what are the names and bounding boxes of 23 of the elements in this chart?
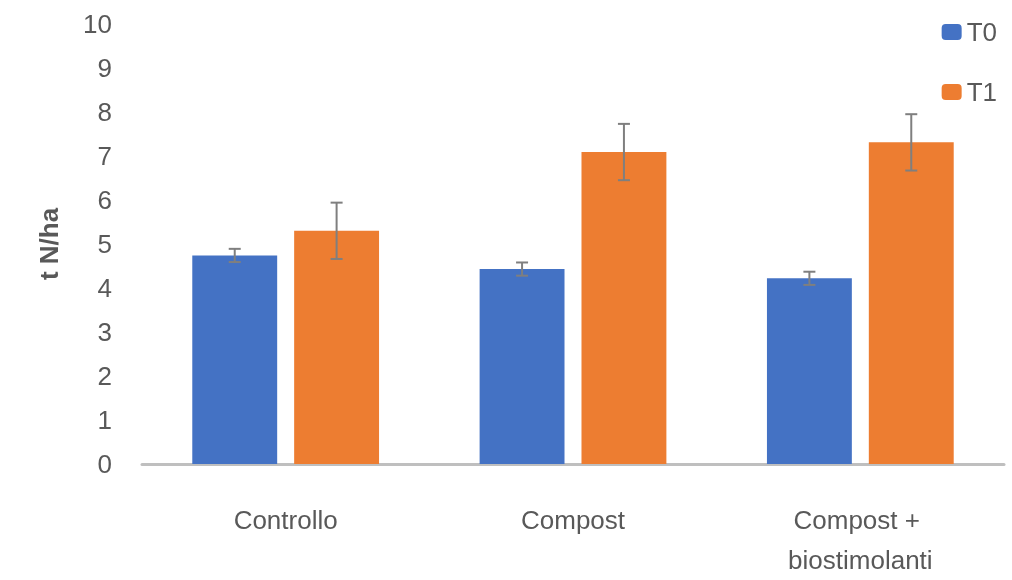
y-axis-title: t N/ha xyxy=(34,207,64,281)
legend-label: T0 xyxy=(966,17,997,47)
y-tick-label: 10 xyxy=(83,9,112,39)
y-tick-label: 0 xyxy=(97,449,112,479)
y-tick-label: 1 xyxy=(97,405,112,435)
bar xyxy=(192,255,278,464)
y-tick-label: 4 xyxy=(97,273,112,303)
x-tick-label: Compost xyxy=(520,505,626,535)
y-tick-label: 6 xyxy=(97,185,112,215)
y-tick-label: 8 xyxy=(97,97,112,127)
bar xyxy=(766,278,852,464)
y-tick-label: 7 xyxy=(97,141,112,171)
bar xyxy=(868,142,954,464)
x-tick-label: Controllo xyxy=(233,505,338,535)
x-tick-label: Compost + biostimolanti xyxy=(788,505,933,575)
bar xyxy=(294,230,380,464)
legend-label: T1 xyxy=(966,77,997,107)
y-tick-label: 3 xyxy=(97,317,112,347)
y-tick-label: 2 xyxy=(97,361,112,391)
bar xyxy=(581,152,667,464)
y-tick-label: 9 xyxy=(97,53,112,83)
bar xyxy=(479,269,565,464)
y-tick-label: 5 xyxy=(97,229,112,259)
